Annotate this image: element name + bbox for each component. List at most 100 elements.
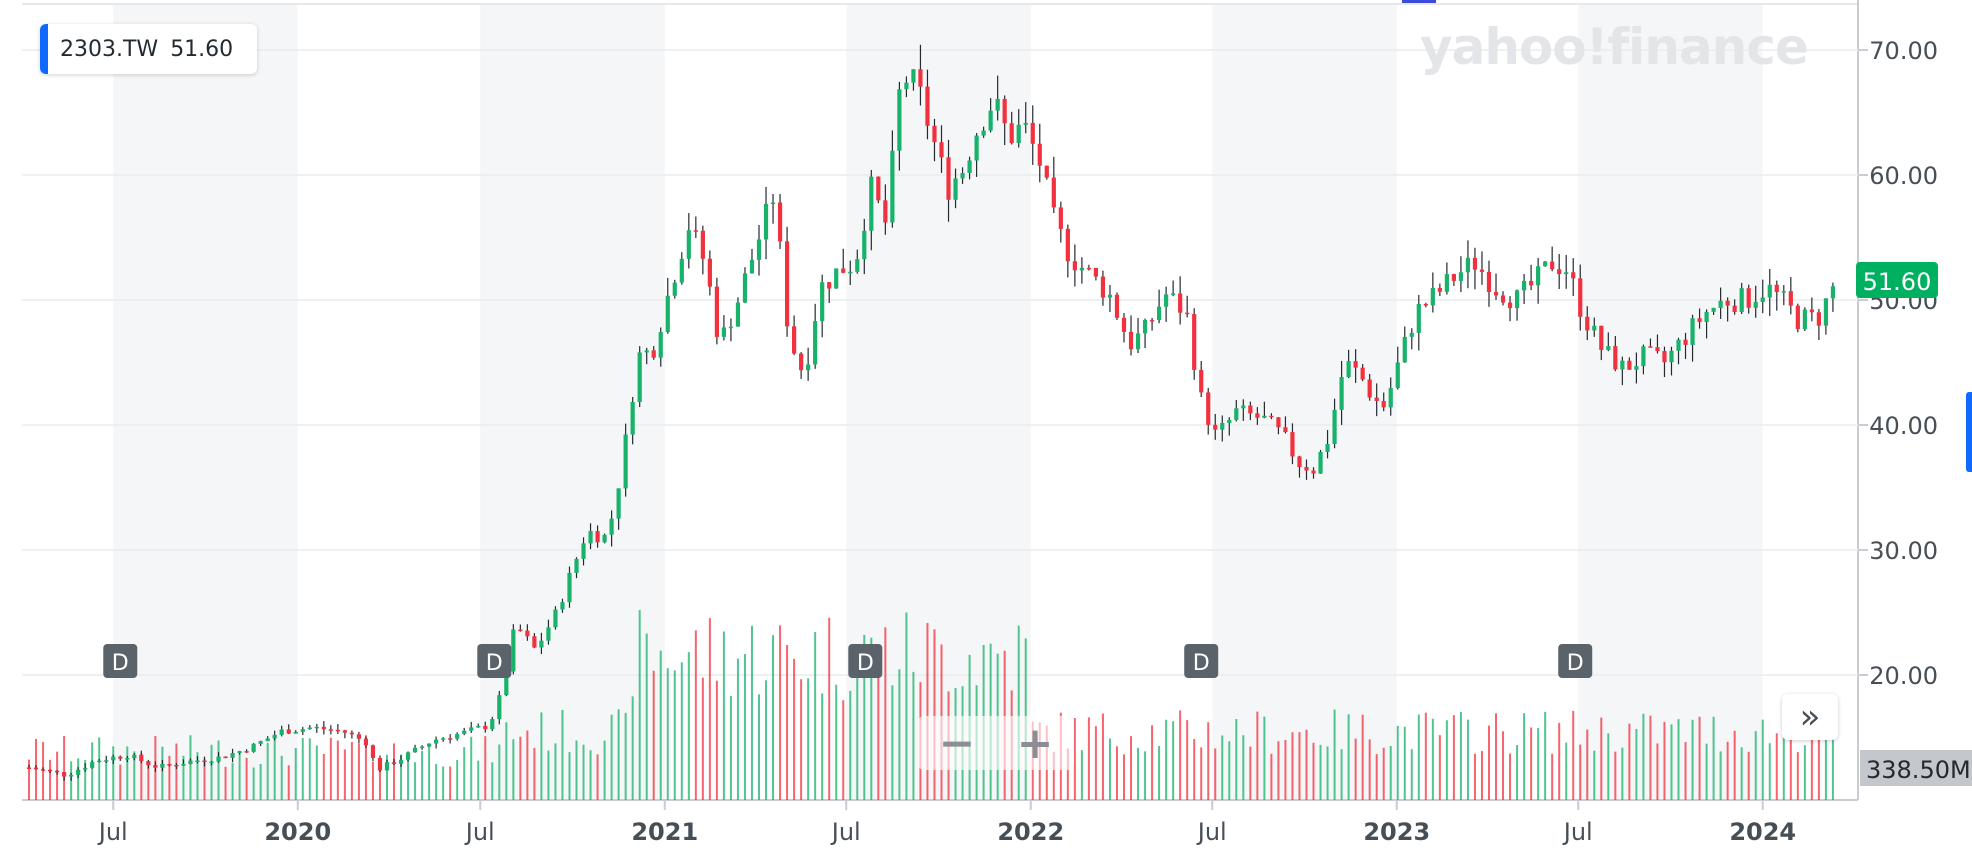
candle-body [1220,422,1225,430]
current-volume-label: 338.50M [1866,756,1971,784]
candle-body [1002,98,1007,124]
candle-body [553,609,558,628]
x-tick-label: Jul [464,818,495,846]
candle-body [1395,362,1400,389]
candle-body [1051,177,1056,208]
candle-body [960,172,965,179]
candle-body [567,572,572,603]
candle-body [125,758,130,760]
candle-body [1241,405,1246,409]
candle-body [995,98,1000,111]
candle-body [1409,332,1414,337]
candle-body [434,739,439,744]
zoom-in-button[interactable]: + [1016,717,1054,769]
candle-body [890,150,895,223]
candle-body [1444,274,1449,292]
candle-body [862,230,867,260]
candle-body [1760,297,1765,302]
candle-body [1297,456,1302,467]
candle-body [1227,419,1232,423]
candle-body [427,743,432,747]
dividend-marker [103,644,138,678]
candle-body [1514,290,1520,309]
candle-body [560,602,565,610]
x-tick-label: 2023 [1363,818,1430,846]
candle-body [160,763,165,768]
x-tick-label: Jul [830,818,861,846]
candle-body [202,760,207,763]
candle-body [342,730,347,733]
candle-body [504,671,509,696]
candle-body [1374,397,1379,401]
side-handle[interactable] [1966,392,1972,472]
candle-body [777,202,783,242]
candle-body [1536,266,1541,286]
candle-body [518,629,523,631]
candle-body [1093,267,1099,277]
candle-body [118,756,123,759]
candle-body [153,764,158,768]
expand-chart-button[interactable]: » [1782,694,1838,740]
candle-body [1339,377,1344,410]
candle-body [946,157,951,200]
candle-body [1346,361,1351,378]
zoom-out-button[interactable]: − [938,717,976,769]
candle-body [988,110,993,131]
candle-body [1823,298,1829,326]
x-tick-label: 2022 [997,818,1064,846]
candle-body [33,767,39,770]
candle-body [588,531,593,544]
x-axis: Jul 2020 Jul 2021 Jul 2022 Jul 2023 Jul 2024 [97,800,1796,846]
candle-body [1234,408,1239,420]
candle-body [848,271,853,274]
candle-body [672,282,677,296]
candle-body [918,69,923,87]
candle-body [195,760,200,763]
candle-body [897,89,902,151]
candle-body [321,726,326,730]
candle-body [1121,317,1127,332]
candle-body [967,160,972,173]
candle-body [763,203,769,240]
candle-body [26,767,32,769]
candle-body [679,258,684,283]
candle-body [1290,432,1295,457]
candle-body [1816,312,1821,326]
candle-body [1458,272,1464,281]
candle-body [40,769,46,771]
candle-body [532,636,537,648]
candle-body [735,302,741,327]
candle-body [286,729,291,734]
candle-body [756,239,762,260]
series-color-bar [40,24,48,74]
candle-body [1500,295,1506,303]
candle-body [1030,122,1035,144]
dividend-marker-label: D [1567,651,1584,676]
candle-body [76,769,81,775]
candle-body [602,534,607,543]
candle-body [1416,304,1421,333]
candle-body [644,350,649,353]
candle-body [1493,291,1499,296]
x-tick-label: 2020 [264,818,331,846]
candle-body [1353,361,1358,368]
candle-body [707,258,712,287]
ticker-badge[interactable]: 2303.TW 51.60 [40,24,258,74]
candle-body [546,627,551,641]
candle-body [770,202,776,204]
candle-body [258,741,263,744]
candle-body [1016,124,1021,143]
candle-body [953,178,958,200]
candle-body [1718,300,1723,308]
y-tick-label: 30.00 [1869,537,1938,565]
candle-body [834,268,839,289]
candle-body [363,738,369,746]
candle-body [784,241,790,327]
candle-body [665,295,670,333]
candle-body [265,738,270,742]
candle-body [1795,305,1800,330]
candle-body [1578,278,1583,317]
candle-body [1128,331,1134,350]
candle-body [146,761,151,765]
